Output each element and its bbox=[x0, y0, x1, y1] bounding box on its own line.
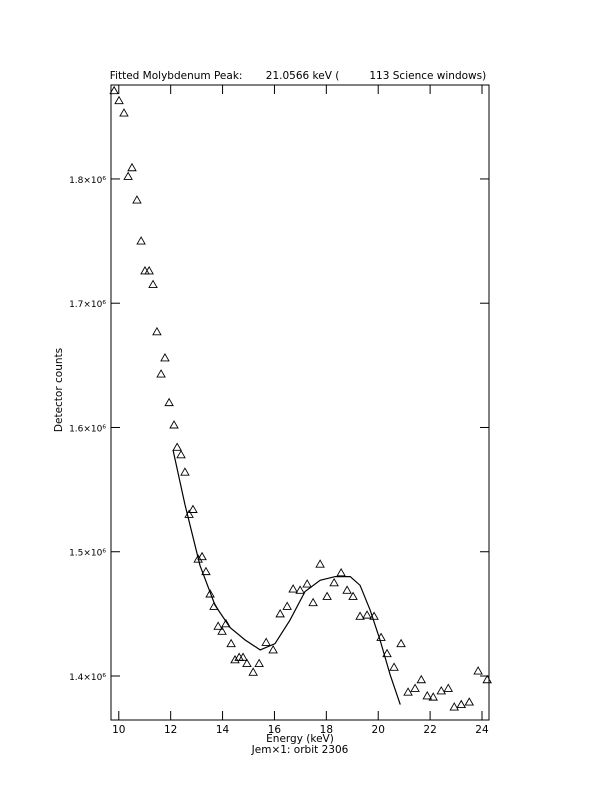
data-point bbox=[213, 621, 223, 630]
data-point bbox=[238, 652, 248, 661]
data-point bbox=[389, 662, 399, 671]
data-point bbox=[180, 467, 190, 476]
data-point bbox=[136, 236, 146, 245]
data-point bbox=[226, 638, 236, 648]
data-point bbox=[482, 674, 492, 684]
data-point bbox=[336, 567, 346, 577]
y-tick-label: 1.5×10⁶ bbox=[69, 549, 106, 559]
y-tick-label: 1.8×10⁶ bbox=[69, 176, 106, 186]
data-point bbox=[329, 577, 339, 587]
data-point bbox=[449, 702, 460, 711]
data-point bbox=[230, 654, 240, 664]
data-point bbox=[382, 648, 392, 658]
data-point bbox=[156, 369, 166, 378]
y-tick-label: 1.7×10⁶ bbox=[69, 300, 106, 310]
data-point bbox=[114, 95, 124, 105]
data-point bbox=[123, 171, 133, 180]
data-point bbox=[148, 279, 158, 289]
data-point bbox=[416, 674, 427, 684]
x-tick-label: 10 bbox=[112, 724, 125, 736]
x-tick-label: 22 bbox=[423, 724, 436, 736]
data-point bbox=[160, 352, 170, 362]
data-point bbox=[288, 584, 298, 593]
x-tick-label: 16 bbox=[268, 724, 282, 736]
data-point bbox=[456, 699, 467, 709]
data-point bbox=[410, 683, 420, 692]
data-point bbox=[261, 637, 271, 646]
data-point bbox=[254, 658, 264, 668]
data-point bbox=[464, 697, 475, 706]
data-point bbox=[355, 611, 365, 620]
data-point bbox=[242, 658, 252, 668]
data-point bbox=[172, 442, 182, 451]
data-point bbox=[302, 579, 312, 588]
data-point bbox=[308, 597, 318, 607]
data-point bbox=[169, 420, 179, 429]
data-point bbox=[127, 162, 137, 172]
x-axis-label: Energy (keV) bbox=[266, 733, 334, 745]
y-tick-label: 1.4×10⁶ bbox=[69, 673, 106, 683]
x-tick-label: 14 bbox=[216, 724, 230, 736]
data-point bbox=[176, 449, 186, 459]
data-point bbox=[152, 326, 162, 336]
data-point bbox=[197, 551, 207, 561]
data-point bbox=[315, 559, 325, 568]
data-point bbox=[322, 591, 332, 600]
data-point bbox=[428, 692, 438, 701]
plot-frame bbox=[110, 84, 490, 721]
data-point bbox=[119, 108, 129, 117]
data-point bbox=[268, 645, 278, 654]
data-point bbox=[473, 666, 483, 675]
data-point bbox=[248, 667, 258, 676]
data-point bbox=[403, 687, 413, 696]
data-point bbox=[342, 585, 352, 594]
fit-line bbox=[172, 449, 401, 705]
data-point bbox=[193, 554, 203, 563]
data-point bbox=[164, 397, 174, 407]
data-point bbox=[217, 626, 227, 635]
x-tick-label: 12 bbox=[164, 724, 177, 736]
data-point bbox=[109, 85, 119, 95]
data-point bbox=[396, 638, 406, 648]
data-point bbox=[144, 265, 154, 275]
data-point bbox=[436, 686, 447, 695]
x-tick-label: 20 bbox=[372, 724, 385, 736]
data-point bbox=[362, 610, 372, 619]
data-point bbox=[295, 585, 305, 594]
x-tick-label: 24 bbox=[475, 724, 489, 736]
data-point bbox=[188, 504, 198, 513]
y-tick-label: 1.6×10⁶ bbox=[69, 424, 106, 434]
chart-title: Fitted Molybdenum Peak: 21.0566 keV ( 11… bbox=[110, 70, 486, 82]
data-point bbox=[205, 589, 215, 598]
subtitle: Jem×1: orbit 2306 bbox=[251, 744, 349, 756]
data-point bbox=[422, 690, 433, 700]
x-tick-label: 18 bbox=[320, 724, 333, 736]
data-point bbox=[201, 566, 211, 576]
y-axis-label: Detector counts bbox=[53, 348, 65, 432]
data-point bbox=[275, 608, 285, 618]
data-point bbox=[282, 601, 292, 610]
data-point bbox=[348, 591, 358, 600]
data-point bbox=[443, 683, 454, 692]
data-point bbox=[132, 195, 142, 204]
